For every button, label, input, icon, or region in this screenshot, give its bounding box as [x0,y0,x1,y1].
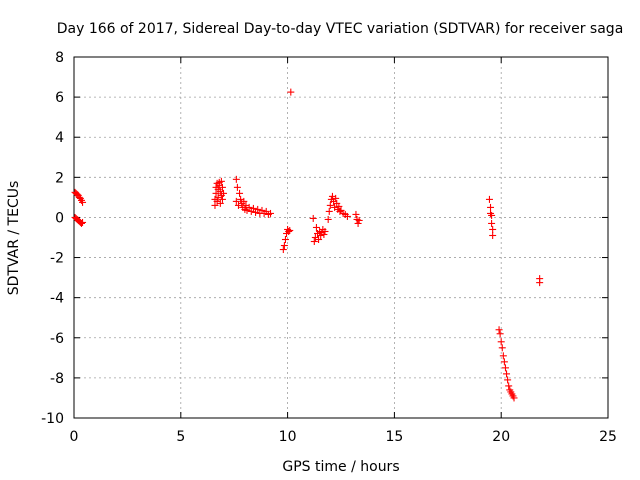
y-tick-label: 6 [55,90,64,106]
data-point [504,376,512,384]
data-point [485,195,493,203]
data-point [510,394,518,402]
data-point [285,227,293,235]
data-point [489,225,497,233]
data-point [326,201,334,209]
data-point [232,197,240,205]
data-point [309,214,317,222]
data-point [218,183,226,191]
data-point [217,177,225,185]
data-point [320,230,328,238]
data-point [503,370,511,378]
data-point [211,201,219,209]
y-tick-label: -6 [50,331,64,347]
data-point [254,205,262,213]
chart-title: Day 166 of 2017, Sidereal Day-to-day VTE… [57,21,624,37]
data-point [281,236,289,244]
data-point [354,219,362,227]
data-point [267,209,275,217]
data-point [498,344,506,352]
data-point [245,203,253,211]
x-tick-label: 25 [599,429,617,445]
x-tick-label: 0 [70,429,79,445]
y-tick-label: 2 [55,170,64,186]
data-point [240,197,248,205]
data-point [335,202,343,210]
data-point [325,207,333,215]
data-point [232,175,240,183]
data-point [497,338,505,346]
x-axis-label: GPS time / hours [282,459,399,475]
data-point [220,189,228,197]
data-point [332,194,340,202]
data-point [79,218,87,226]
y-tick-label: -4 [50,291,64,307]
data-point [77,219,85,227]
data-point [487,203,495,211]
data-point [488,211,496,219]
y-tick-label: -8 [50,371,64,387]
data-point [496,330,504,338]
data-point [312,223,320,231]
x-tick-label: 20 [492,429,510,445]
data-point [315,236,323,244]
axis-ticks [73,56,609,419]
data-point [500,358,508,366]
data-point [495,326,503,334]
data-point [488,219,496,227]
plot-frame [73,56,609,419]
data-points [71,88,544,402]
data-point [216,199,224,207]
data-point [489,231,497,239]
data-point [352,210,360,218]
data-point [536,279,544,287]
data-point [218,195,226,203]
y-tick-label: 0 [55,210,64,226]
grid [73,56,609,419]
data-point [343,212,351,220]
y-tick-label: -2 [50,251,64,267]
x-tick-label: 15 [385,429,403,445]
data-point [317,231,325,239]
data-point [310,238,318,246]
data-point [499,352,507,360]
data-point [236,189,244,197]
data-point [324,215,332,223]
data-point [279,246,287,254]
data-point [280,242,288,250]
data-point [355,216,363,224]
data-point [79,198,87,206]
data-point [233,183,241,191]
data-point [501,364,509,372]
data-point [505,382,513,390]
y-tick-label: -10 [41,411,64,427]
data-point [286,226,294,234]
y-axis-label: SDTVAR / TECUs [6,181,22,296]
data-point [249,204,257,212]
x-tick-label: 10 [279,429,297,445]
data-point [212,189,220,197]
data-point [321,227,329,235]
axis-tick-labels: 0 5 10 15 20 25 -10 -8 -6 -4 -2 0 2 4 6 8 [41,50,617,445]
x-tick-label: 5 [176,429,185,445]
y-tick-label: 4 [55,130,64,146]
data-point [287,88,295,96]
y-tick-label: 8 [55,50,64,66]
